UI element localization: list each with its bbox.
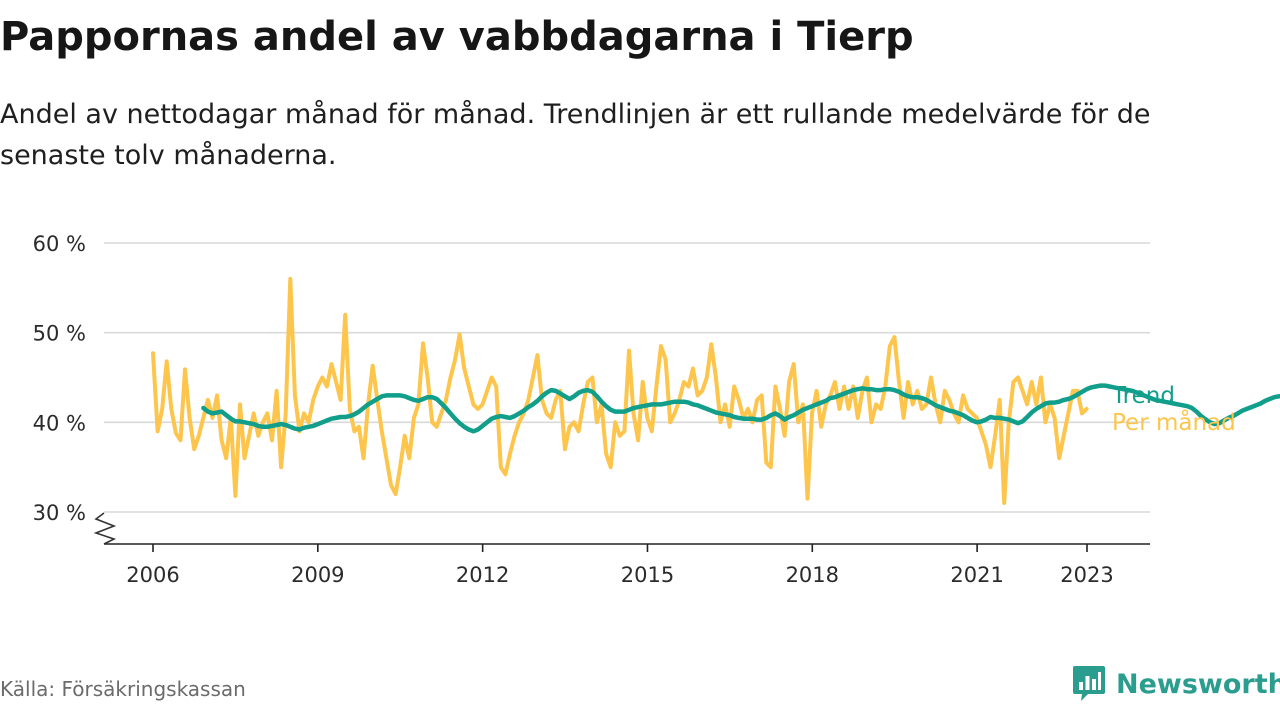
x-tick-label: 2012 xyxy=(456,563,509,587)
source-credit: Källa: Försäkringskassan xyxy=(0,677,246,701)
x-tick-label: 2015 xyxy=(621,563,674,587)
y-tick-label: 50 % xyxy=(33,322,86,346)
trend-series-label: Trend xyxy=(1111,383,1175,409)
chart-title: Pappornas andel av vabbdagarna i Tierp xyxy=(0,14,914,60)
y-tick-label: 40 % xyxy=(33,411,86,435)
chart-subtitle: Andel av nettodagar månad för månad. Tre… xyxy=(0,99,1151,171)
x-tick-label: 2009 xyxy=(291,563,344,587)
x-tick-label: 2023 xyxy=(1060,563,1113,587)
x-tick-label: 2021 xyxy=(950,563,1003,587)
axis-break-marker xyxy=(93,512,117,545)
y-tick-label: 60 % xyxy=(33,232,86,256)
bar-chart-speech-icon xyxy=(1073,666,1105,701)
trend-line xyxy=(201,383,1280,434)
axes: 30 % 40 % 50 % 60 % 2006 2009 2012 2015 2018 2021… xyxy=(33,232,1150,587)
monthly-line xyxy=(151,276,1089,505)
brand-logo[interactable]: Newsworthy xyxy=(1072,665,1280,703)
series-lines xyxy=(151,276,1280,505)
x-tick-label: 2006 xyxy=(126,563,179,587)
brand-name: Newsworthy xyxy=(1116,668,1280,700)
y-tick-label: 30 % xyxy=(33,501,86,525)
x-tick-label: 2018 xyxy=(786,563,839,587)
monthly-series-label: Per månad xyxy=(1112,408,1236,436)
